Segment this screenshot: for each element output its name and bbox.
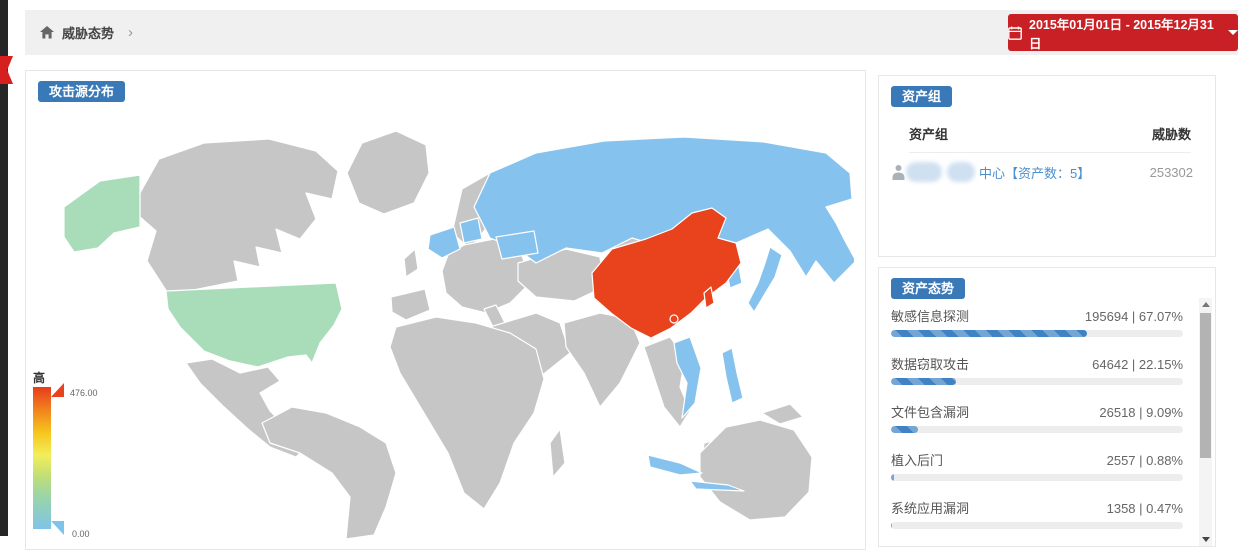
threat-type-label: 敏感信息探测: [891, 309, 970, 324]
map-region-alaska[interactable]: [63, 174, 141, 253]
asset-group-panel-title: 资产组: [891, 86, 953, 107]
map-region-ukraine[interactable]: [495, 230, 539, 260]
progress-track: [891, 474, 1183, 481]
progress-track: [891, 522, 1183, 529]
threat-type-label: 植入后门: [891, 453, 944, 468]
progress-fill: [891, 474, 894, 481]
asset-group-panel: 资产组 资产组 威胁数 中心【资产数：5】 253302: [878, 75, 1216, 257]
map-region-japan[interactable]: [747, 246, 783, 313]
scrollbar[interactable]: [1199, 298, 1212, 546]
legend-max-marker-icon: [51, 383, 64, 397]
map-region-china[interactable]: [591, 207, 742, 339]
calendar-icon: [1008, 26, 1022, 40]
asset-group-row[interactable]: 中心【资产数：5】 253302: [891, 162, 1193, 182]
map-region-hainan[interactable]: [669, 314, 679, 324]
threat-type-label: 文件包含漏洞: [891, 405, 970, 420]
asset-group-table-header: 资产组 威胁数: [909, 124, 1191, 153]
threat-count: 253302: [1149, 164, 1193, 180]
date-range-button[interactable]: 2015年01月01日 - 2015年12月31日: [1008, 14, 1238, 51]
map-region-vietnam[interactable]: [673, 336, 702, 419]
legend-max-value: 476.00: [70, 388, 98, 398]
scroll-down-icon: [1201, 537, 1210, 542]
asset-status-item: 敏感信息探测 195694 | 67.07%: [891, 306, 1183, 354]
threat-count-value: 64642 | 22.15%: [1092, 357, 1183, 372]
map-region-taiwan[interactable]: [703, 286, 715, 309]
legend-gradient-bar: [33, 387, 51, 529]
map-region-australia[interactable]: [699, 419, 813, 521]
map-panel-title: 攻击源分布: [38, 81, 126, 102]
legend-min-marker-icon: [51, 521, 64, 535]
progress-track: [891, 330, 1183, 337]
asset-status-panel-title: 资产态势: [891, 278, 966, 299]
progress-fill: [891, 426, 918, 433]
threat-count-value: 195694 | 67.07%: [1084, 309, 1183, 324]
column-header-group: 资产组: [909, 127, 949, 142]
map-region-iberia[interactable]: [390, 288, 431, 321]
threat-count-value: 2557 | 0.88%: [1106, 453, 1183, 468]
threat-type-label: 数据窃取攻击: [891, 357, 970, 372]
breadcrumb-separator-icon: ›: [128, 24, 134, 41]
map-region-south-america[interactable]: [261, 406, 397, 540]
map-region-france[interactable]: [427, 226, 461, 259]
asset-status-panel: 资产态势 敏感信息探测 195694 | 67.07% 数据窃取攻击 64642…: [878, 267, 1216, 547]
asset-status-item: 数据窃取攻击 64642 | 22.15%: [891, 354, 1183, 402]
date-range-label: 2015年01月01日 - 2015年12月31日: [1029, 17, 1214, 51]
map-region-uk[interactable]: [403, 248, 419, 278]
progress-fill: [891, 522, 893, 529]
collapsed-sidebar-edge: [0, 0, 8, 536]
asset-group-link[interactable]: 中心【资产数：5】: [979, 165, 1091, 181]
map-region-greenland[interactable]: [346, 130, 430, 215]
progress-fill: [891, 330, 1087, 337]
redacted-text: [906, 162, 942, 182]
asset-status-item: 文件包含漏洞 26518 | 9.09%: [891, 402, 1183, 450]
threat-count-value: 26518 | 9.09%: [1099, 405, 1183, 420]
threat-count-value: 1358 | 0.47%: [1106, 501, 1183, 516]
map-region-canada[interactable]: [139, 138, 339, 296]
map-region-germany-benelux[interactable]: [459, 217, 483, 244]
scroll-up-icon: [1201, 302, 1210, 307]
sidebar-collapse-handle[interactable]: [0, 56, 13, 84]
home-icon[interactable]: [40, 26, 54, 39]
chevron-down-icon: [1228, 30, 1238, 35]
progress-fill: [891, 378, 956, 385]
legend-min-value: 0.00: [72, 529, 90, 539]
threat-type-label: 系统应用漏洞: [891, 501, 970, 516]
map-region-africa[interactable]: [389, 316, 545, 510]
breadcrumb-label[interactable]: 威胁态势: [62, 26, 115, 41]
map-region-india[interactable]: [563, 312, 641, 408]
map-region-sumatra[interactable]: [647, 454, 703, 476]
map-region-central-asia[interactable]: [517, 248, 605, 302]
asset-status-item: 系统应用漏洞 1358 | 0.47%: [891, 498, 1183, 546]
scrollbar-thumb[interactable]: [1200, 313, 1211, 458]
asset-status-item: 植入后门 2557 | 0.88%: [891, 450, 1183, 498]
progress-track: [891, 426, 1183, 433]
map-region-madagascar[interactable]: [549, 428, 566, 478]
world-map: [63, 130, 854, 540]
scroll-down-button[interactable]: [1199, 533, 1212, 546]
legend-high-label: 高: [33, 371, 46, 385]
map-region-new-guinea[interactable]: [761, 403, 804, 425]
scroll-up-button[interactable]: [1199, 298, 1212, 311]
map-region-philippines[interactable]: [721, 347, 744, 404]
redacted-text: [947, 162, 975, 182]
progress-track: [891, 378, 1183, 385]
column-header-threats: 威胁数: [1151, 127, 1191, 142]
map-region-usa[interactable]: [165, 282, 343, 368]
asset-status-list: 敏感信息探测 195694 | 67.07% 数据窃取攻击 64642 | 22…: [891, 306, 1183, 546]
map-region-russia[interactable]: [473, 136, 854, 284]
group-icon: [892, 164, 905, 180]
map-region-java[interactable]: [689, 480, 745, 492]
attack-source-map-panel: 攻击源分布: [25, 70, 866, 550]
